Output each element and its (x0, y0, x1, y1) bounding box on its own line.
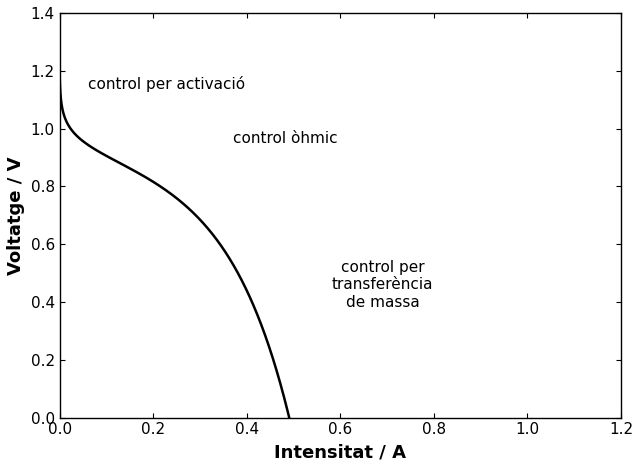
X-axis label: Intensitat / A: Intensitat / A (275, 443, 406, 461)
Y-axis label: Voltatge / V: Voltatge / V (7, 156, 25, 275)
Text: control per
transferència
de massa: control per transferència de massa (332, 260, 433, 309)
Text: control per activació: control per activació (88, 76, 245, 92)
Text: control òhmic: control òhmic (233, 131, 337, 146)
